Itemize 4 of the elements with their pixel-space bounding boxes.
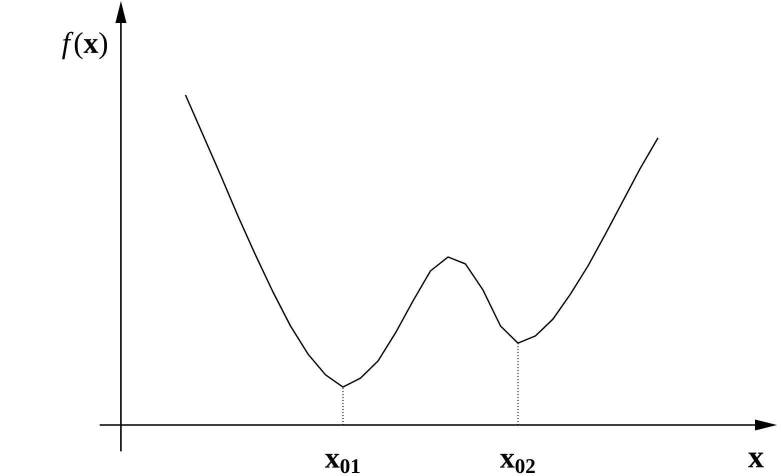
x-tick-label: x$_{01}$ — [324, 454, 360, 474]
x-axis-title: x — [748, 452, 764, 468]
y-axis-title: f(x) — [62, 32, 108, 60]
x-tick-label: x$_{02}$ — [500, 454, 535, 474]
